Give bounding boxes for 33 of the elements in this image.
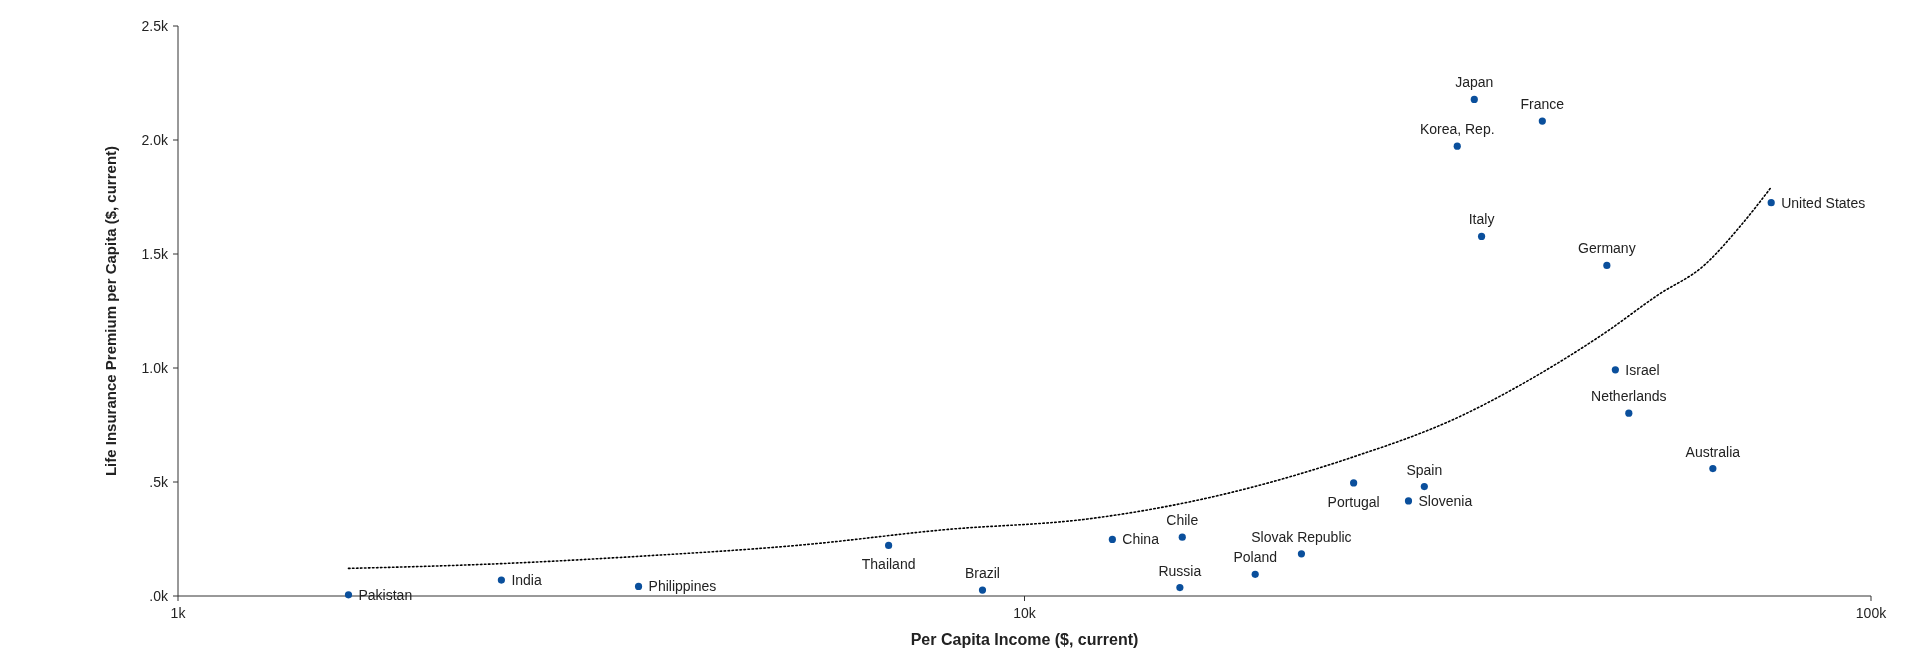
data-label: Slovenia [1418,492,1473,509]
y-tick-label: 2.5k [141,18,169,34]
data-label: Brazil [964,565,1000,582]
data-label: Russia [1158,562,1202,579]
y-tick-label: .0k [149,588,169,604]
data-label: Thailand [861,556,916,573]
data-label: Japan [1455,74,1494,91]
data-label: Korea, Rep. [1419,121,1495,138]
data-label: Netherlands [1591,388,1667,405]
data-label: United States [1781,194,1866,211]
y-tick-label: 1.0k [141,360,169,376]
data-label: Spain [1406,461,1443,478]
x-tick-label: 100k [1855,605,1888,621]
data-label: Portugal [1327,493,1380,510]
data-label: Israel [1625,361,1660,378]
x-tick-label: 1k [170,605,187,621]
data-label: Italy [1468,211,1495,228]
data-label: France [1520,96,1565,113]
data-label: Chile [1166,512,1199,529]
data-label: Pakistan [358,586,413,603]
y-tick-label: 2.0k [141,132,169,148]
x-axis-title: Per Capita Income ($, current) [910,631,1139,648]
data-label: Germany [1578,240,1636,257]
data-label: Australia [1685,443,1741,460]
y-axis-title: Life Insurance Premium per Capita ($, current) [102,145,119,477]
data-label: Slovak Republic [1251,528,1352,545]
data-label: Philippines [648,578,717,595]
x-tick-label: 10k [1013,605,1037,621]
data-label: China [1122,531,1160,548]
data-label: India [511,572,542,589]
y-tick-label: 1.5k [141,246,169,262]
y-tick-label: .5k [149,474,169,490]
data-label: Poland [1233,549,1277,566]
